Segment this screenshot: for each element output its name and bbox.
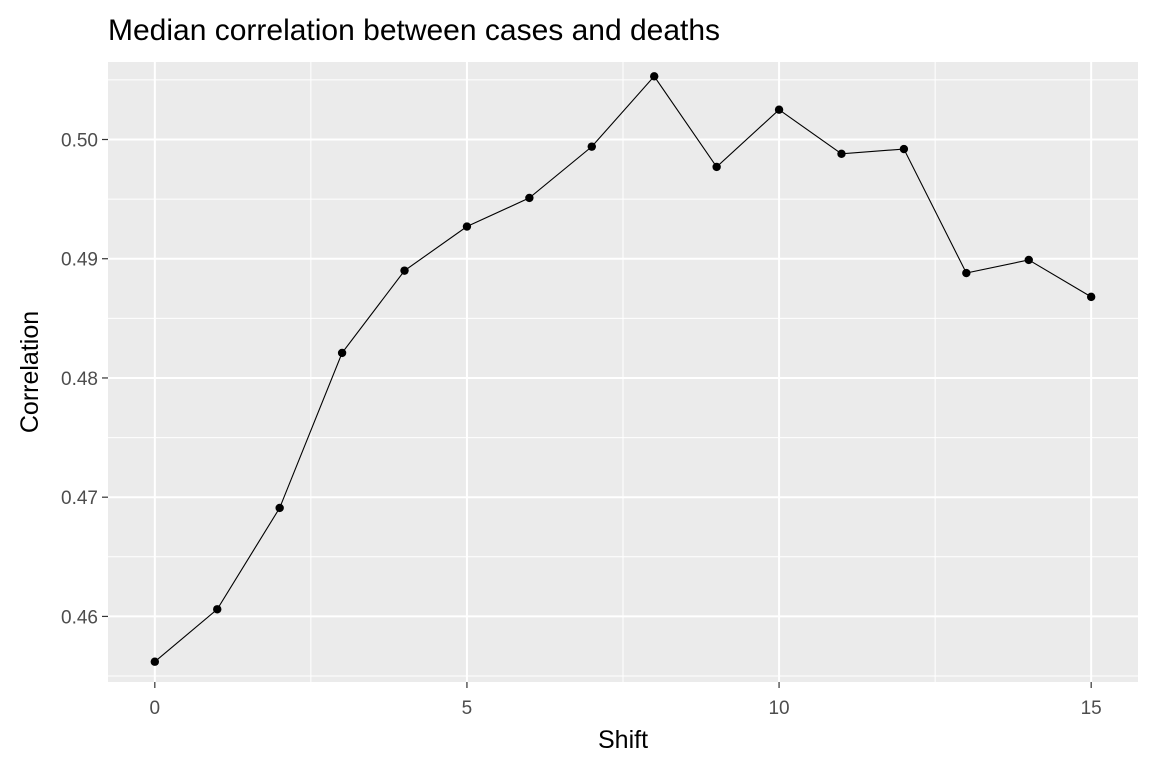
major-gridlines	[108, 62, 1138, 682]
data-point	[213, 605, 222, 614]
y-tick-label: 0.50	[61, 131, 98, 152]
y-axis-title: Correlation	[16, 311, 44, 433]
data-point	[712, 162, 721, 172]
axis-ticks	[102, 138, 1092, 688]
data-point	[150, 657, 160, 666]
data-point	[587, 142, 596, 151]
chart-title: Median correlation between cases and dea…	[108, 14, 720, 47]
data-point	[837, 149, 846, 159]
data-point	[275, 503, 284, 513]
axis-tick-labels: 0 5 10 15 0.46 0.47 0.48 0.49 0.50	[61, 131, 1102, 720]
y-tick-label: 0.47	[61, 488, 98, 509]
data-point	[400, 266, 409, 275]
x-tick-label: 15	[1081, 698, 1102, 719]
y-tick-label: 0.46	[61, 607, 98, 628]
data-points	[150, 72, 1096, 666]
y-tick-label: 0.49	[61, 250, 98, 271]
data-point	[337, 348, 347, 358]
data-point	[525, 193, 534, 203]
data-point	[774, 105, 784, 114]
series-line	[154, 75, 1092, 663]
x-tick-label: 5	[462, 698, 473, 719]
data-point	[1024, 255, 1033, 265]
x-tick-label: 10	[768, 698, 789, 719]
data-point	[899, 144, 909, 154]
data-point	[962, 268, 971, 278]
data-point	[1086, 292, 1096, 302]
x-tick-label: 0	[150, 698, 161, 719]
data-point	[650, 72, 659, 81]
minor-gridlines	[108, 62, 1138, 682]
x-axis-title: Shift	[598, 726, 648, 754]
y-tick-label: 0.48	[61, 369, 98, 390]
data-point	[462, 222, 472, 231]
